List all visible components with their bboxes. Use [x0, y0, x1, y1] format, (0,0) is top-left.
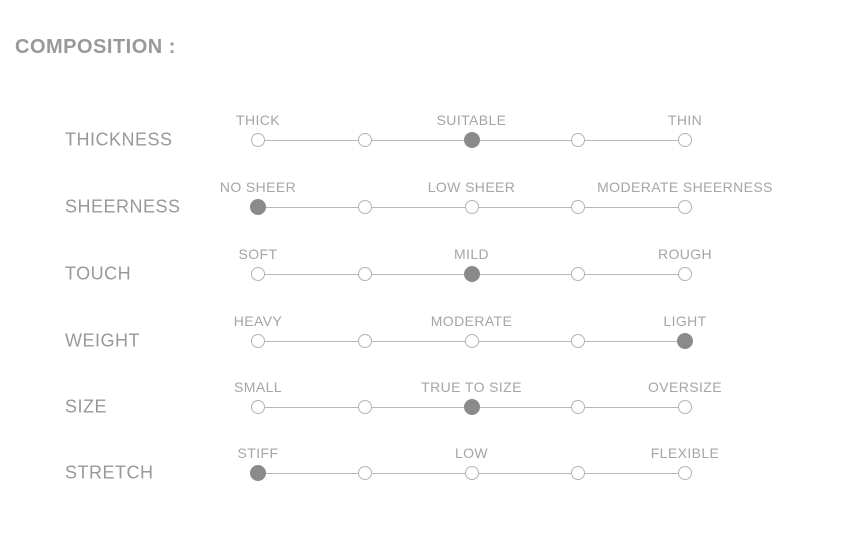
scale-label-center: MILD — [453, 246, 490, 262]
scale-dot — [251, 133, 265, 147]
scale-label-center: TRUE TO SIZE — [421, 379, 522, 395]
row-label-thickness: THICKNESS — [65, 129, 173, 150]
row-label-size: SIZE — [65, 396, 108, 417]
scale-dot — [464, 334, 479, 348]
scale-dot — [571, 267, 586, 281]
scale-dot — [251, 334, 265, 348]
scale-dot — [678, 267, 692, 281]
scale-dot — [357, 400, 372, 414]
scale-dot — [678, 200, 692, 214]
scale-dot — [357, 334, 372, 348]
scale-label-center: MODERATE — [430, 313, 513, 329]
scale-dot-selected — [250, 199, 266, 215]
scale-label-right: THIN — [667, 112, 703, 128]
scale-label-center: SUITABLE — [436, 112, 507, 128]
scale-dot-selected — [677, 333, 693, 349]
scale-label-right: OVERSIZE — [648, 379, 722, 395]
scale-label-right: FLEXIBLE — [650, 445, 720, 461]
scale-dot — [678, 466, 692, 480]
scale-label-left: SOFT — [238, 246, 278, 262]
scale-dot — [571, 200, 586, 214]
scale-dot — [251, 400, 265, 414]
scale-dot — [464, 466, 479, 480]
scale-label-center: LOW — [454, 445, 489, 461]
scale-dot — [678, 400, 692, 414]
scale-label-right: MODERATE SHEERNESS — [597, 179, 773, 195]
scale-label-left: STIFF — [237, 445, 279, 461]
row-label-stretch: STRETCH — [65, 462, 154, 483]
scale-dot — [464, 200, 479, 214]
scale-dot — [357, 133, 372, 147]
scale-dot-selected — [463, 132, 480, 148]
scale-label-left: HEAVY — [233, 313, 283, 329]
row-label-touch: TOUCH — [65, 263, 132, 284]
row-label-sheerness: SHEERNESS — [65, 196, 181, 217]
scale-label-left: NO SHEER — [219, 179, 297, 195]
scale-label-left: THICK — [236, 112, 280, 128]
scale-dot — [571, 334, 586, 348]
scale-dot — [571, 466, 586, 480]
scale-dot-selected — [250, 465, 266, 481]
scale-label-center: LOW SHEER — [427, 179, 516, 195]
scale-label-right: LIGHT — [663, 313, 707, 329]
scale-dot — [357, 267, 372, 281]
scale-dot — [678, 133, 692, 147]
scale-dot-selected — [463, 266, 480, 282]
page-title: COMPOSITION : — [15, 36, 176, 58]
scale-dot — [357, 200, 372, 214]
scale-label-right: ROUGH — [657, 246, 713, 262]
scale-dot — [571, 400, 586, 414]
scale-dot-selected — [463, 399, 480, 415]
scale-label-left: SMALL — [234, 379, 282, 395]
scale-dot — [571, 133, 586, 147]
scale-dot — [251, 267, 265, 281]
scale-dot — [357, 466, 372, 480]
row-label-weight: WEIGHT — [65, 330, 140, 351]
